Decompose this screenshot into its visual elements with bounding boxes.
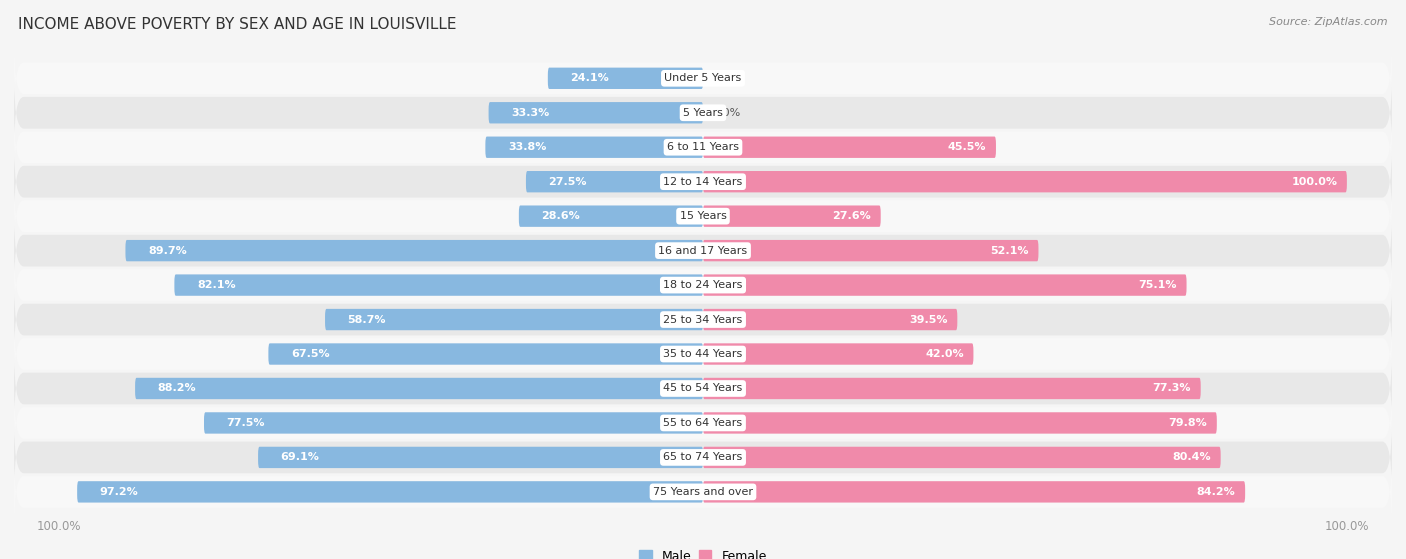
FancyBboxPatch shape <box>548 68 703 89</box>
FancyBboxPatch shape <box>703 274 1187 296</box>
Text: 33.8%: 33.8% <box>508 142 547 152</box>
FancyBboxPatch shape <box>14 146 1392 217</box>
Text: 45 to 54 Years: 45 to 54 Years <box>664 383 742 394</box>
Text: 15 Years: 15 Years <box>679 211 727 221</box>
FancyBboxPatch shape <box>14 284 1392 356</box>
Text: 69.1%: 69.1% <box>281 452 319 462</box>
Text: 33.3%: 33.3% <box>512 108 550 118</box>
Text: 97.2%: 97.2% <box>100 487 138 497</box>
Text: 18 to 24 Years: 18 to 24 Years <box>664 280 742 290</box>
FancyBboxPatch shape <box>14 387 1392 459</box>
FancyBboxPatch shape <box>703 136 995 158</box>
FancyBboxPatch shape <box>14 111 1392 183</box>
FancyBboxPatch shape <box>14 456 1392 528</box>
Text: 80.4%: 80.4% <box>1173 452 1211 462</box>
FancyBboxPatch shape <box>519 206 703 227</box>
Text: 77.3%: 77.3% <box>1153 383 1191 394</box>
Text: 12 to 14 Years: 12 to 14 Years <box>664 177 742 187</box>
Text: 0.0%: 0.0% <box>713 108 741 118</box>
FancyBboxPatch shape <box>703 413 1216 434</box>
FancyBboxPatch shape <box>703 343 973 364</box>
FancyBboxPatch shape <box>14 181 1392 252</box>
Text: Under 5 Years: Under 5 Years <box>665 73 741 83</box>
Text: 25 to 34 Years: 25 to 34 Years <box>664 315 742 325</box>
Text: 84.2%: 84.2% <box>1197 487 1236 497</box>
Text: 65 to 74 Years: 65 to 74 Years <box>664 452 742 462</box>
FancyBboxPatch shape <box>703 240 1039 261</box>
Text: 77.5%: 77.5% <box>226 418 266 428</box>
Text: 88.2%: 88.2% <box>157 383 197 394</box>
FancyBboxPatch shape <box>325 309 703 330</box>
Text: 55 to 64 Years: 55 to 64 Years <box>664 418 742 428</box>
FancyBboxPatch shape <box>485 136 703 158</box>
Text: 39.5%: 39.5% <box>910 315 948 325</box>
FancyBboxPatch shape <box>14 421 1392 493</box>
FancyBboxPatch shape <box>489 102 703 124</box>
FancyBboxPatch shape <box>269 343 703 364</box>
FancyBboxPatch shape <box>14 249 1392 321</box>
FancyBboxPatch shape <box>703 206 880 227</box>
Text: 75 Years and over: 75 Years and over <box>652 487 754 497</box>
Text: Source: ZipAtlas.com: Source: ZipAtlas.com <box>1270 17 1388 27</box>
FancyBboxPatch shape <box>526 171 703 192</box>
FancyBboxPatch shape <box>174 274 703 296</box>
FancyBboxPatch shape <box>703 447 1220 468</box>
FancyBboxPatch shape <box>259 447 703 468</box>
FancyBboxPatch shape <box>204 413 703 434</box>
Text: 5 Years: 5 Years <box>683 108 723 118</box>
Text: 28.6%: 28.6% <box>541 211 581 221</box>
Legend: Male, Female: Male, Female <box>634 544 772 559</box>
FancyBboxPatch shape <box>14 42 1392 114</box>
Text: 27.6%: 27.6% <box>832 211 872 221</box>
Text: 79.8%: 79.8% <box>1168 418 1208 428</box>
Text: INCOME ABOVE POVERTY BY SEX AND AGE IN LOUISVILLE: INCOME ABOVE POVERTY BY SEX AND AGE IN L… <box>18 17 457 32</box>
Text: 24.1%: 24.1% <box>571 73 609 83</box>
FancyBboxPatch shape <box>703 481 1246 503</box>
FancyBboxPatch shape <box>14 215 1392 286</box>
Text: 52.1%: 52.1% <box>990 245 1029 255</box>
Text: 27.5%: 27.5% <box>548 177 586 187</box>
Text: 35 to 44 Years: 35 to 44 Years <box>664 349 742 359</box>
Text: 75.1%: 75.1% <box>1139 280 1177 290</box>
Text: 16 and 17 Years: 16 and 17 Years <box>658 245 748 255</box>
Text: 89.7%: 89.7% <box>148 245 187 255</box>
FancyBboxPatch shape <box>703 309 957 330</box>
Text: 100.0%: 100.0% <box>1291 177 1337 187</box>
Text: 67.5%: 67.5% <box>291 349 329 359</box>
FancyBboxPatch shape <box>135 378 703 399</box>
FancyBboxPatch shape <box>14 353 1392 424</box>
Text: 6 to 11 Years: 6 to 11 Years <box>666 142 740 152</box>
FancyBboxPatch shape <box>77 481 703 503</box>
Text: 0.0%: 0.0% <box>713 73 741 83</box>
FancyBboxPatch shape <box>14 77 1392 149</box>
Text: 42.0%: 42.0% <box>925 349 963 359</box>
Text: 82.1%: 82.1% <box>197 280 236 290</box>
FancyBboxPatch shape <box>125 240 703 261</box>
FancyBboxPatch shape <box>703 378 1201 399</box>
FancyBboxPatch shape <box>14 318 1392 390</box>
FancyBboxPatch shape <box>703 171 1347 192</box>
Text: 45.5%: 45.5% <box>948 142 986 152</box>
Text: 58.7%: 58.7% <box>347 315 387 325</box>
